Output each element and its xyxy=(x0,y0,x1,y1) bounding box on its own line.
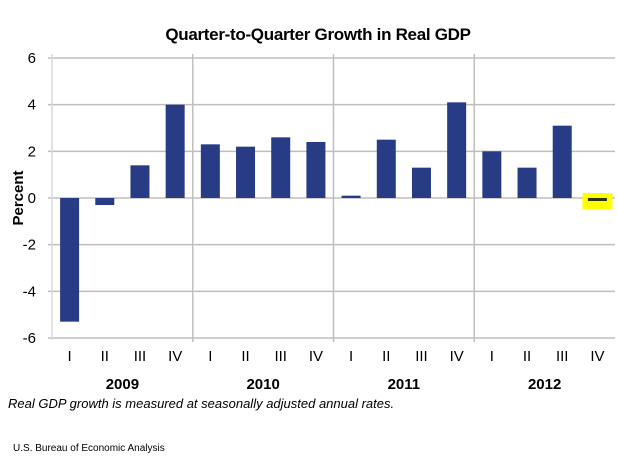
bar xyxy=(271,137,291,198)
x-tick-label: I xyxy=(490,348,494,365)
x-axis-ticks: I II III IV I II III IV I II III IV I II III IV xyxy=(68,348,605,365)
y-tick-label: 0 xyxy=(28,190,36,207)
bars xyxy=(60,102,613,322)
x-tick-label: IV xyxy=(590,348,604,365)
y-axis-label: Percent xyxy=(10,170,27,225)
bar xyxy=(376,139,396,198)
x-tick-label: I xyxy=(68,348,72,365)
x-tick-label: III xyxy=(274,348,287,365)
x-tick-label: III xyxy=(556,348,569,365)
x-tick-label: II xyxy=(523,348,531,365)
y-tick-label: 4 xyxy=(28,97,36,114)
y-tick-label: -2 xyxy=(23,237,36,254)
year-labels: 2009 2010 2011 2012 xyxy=(106,376,562,393)
x-tick-label: I xyxy=(208,348,212,365)
chart-title: Quarter-to-Quarter Growth in Real GDP xyxy=(165,25,470,44)
x-tick-label: I xyxy=(349,348,353,365)
x-tick-label: III xyxy=(415,348,428,365)
bar xyxy=(95,198,115,205)
source-credit: U.S. Bureau of Economic Analysis xyxy=(13,443,165,454)
x-tick-label: II xyxy=(101,348,109,365)
x-tick-label: IV xyxy=(168,348,182,365)
y-tick-label: 2 xyxy=(28,143,36,160)
x-tick-label: IV xyxy=(309,348,323,365)
bar xyxy=(411,167,431,198)
bar xyxy=(200,144,220,198)
y-axis-ticks: 6 4 2 0 -2 -4 -6 xyxy=(23,50,36,347)
bar xyxy=(482,151,502,198)
bar xyxy=(236,146,256,198)
year-label: 2012 xyxy=(528,376,561,393)
bar xyxy=(165,104,185,198)
x-tick-label: III xyxy=(134,348,147,365)
year-label: 2011 xyxy=(388,376,421,393)
y-tick-label: 6 xyxy=(28,50,36,67)
bar xyxy=(341,195,361,198)
y-tick-label: -4 xyxy=(23,283,36,300)
x-tick-label: II xyxy=(382,348,390,365)
bar-highlighted xyxy=(587,198,607,201)
year-label: 2010 xyxy=(246,376,279,393)
footnote: Real GDP growth is measured at seasonall… xyxy=(8,396,395,411)
year-label: 2009 xyxy=(106,376,139,393)
bar xyxy=(60,198,80,322)
x-tick-label: IV xyxy=(450,348,464,365)
x-tick-label: II xyxy=(241,348,249,365)
bar xyxy=(130,165,150,198)
bar xyxy=(447,102,467,198)
bar xyxy=(517,167,537,198)
bar xyxy=(552,125,572,198)
y-tick-label: -6 xyxy=(23,330,36,347)
bar xyxy=(306,142,326,198)
